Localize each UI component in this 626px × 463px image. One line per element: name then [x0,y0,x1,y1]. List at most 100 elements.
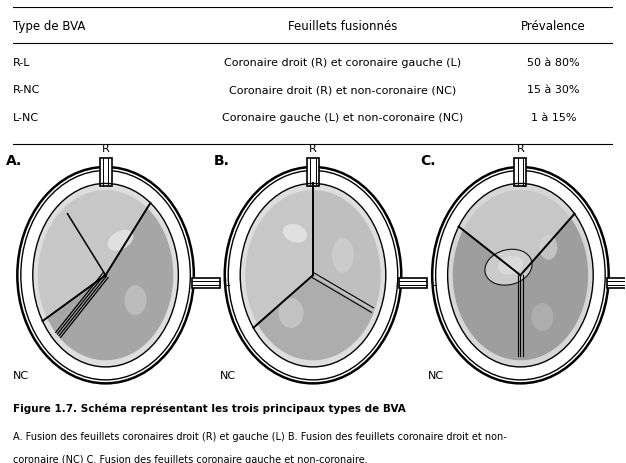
Ellipse shape [95,263,116,288]
Ellipse shape [108,230,133,250]
Ellipse shape [332,238,354,273]
Ellipse shape [490,237,551,314]
Ellipse shape [63,222,148,328]
Ellipse shape [283,224,307,243]
Text: Coronaire gauche (L) et non-coronaire (NC): Coronaire gauche (L) et non-coronaire (N… [222,113,464,123]
Polygon shape [313,191,380,311]
Ellipse shape [98,266,113,284]
Ellipse shape [519,273,522,277]
Ellipse shape [513,266,528,284]
Ellipse shape [249,194,377,356]
Ellipse shape [52,207,160,343]
Text: A.: A. [6,154,22,168]
Ellipse shape [61,218,151,332]
Ellipse shape [242,185,384,365]
Ellipse shape [84,248,128,303]
Text: L: L [431,278,438,288]
Ellipse shape [72,233,139,317]
Ellipse shape [255,202,371,349]
Text: Type de BVA: Type de BVA [13,20,85,33]
Ellipse shape [498,248,542,303]
Ellipse shape [271,222,355,328]
Ellipse shape [97,264,115,286]
Ellipse shape [279,298,304,328]
Text: coronaire (NC) C. Fusion des feuillets coronaire gauche et non-coronaire.: coronaire (NC) C. Fusion des feuillets c… [13,455,367,463]
Ellipse shape [287,242,339,308]
Ellipse shape [247,193,379,358]
Ellipse shape [93,259,119,292]
Ellipse shape [480,224,561,326]
Ellipse shape [245,189,381,362]
Ellipse shape [470,211,572,339]
Ellipse shape [71,231,140,319]
Text: Coronaire droit (R) et non-coronaire (NC): Coronaire droit (R) et non-coronaire (NC… [229,85,457,95]
Text: R: R [101,144,110,154]
Ellipse shape [258,206,368,345]
Text: C.: C. [421,154,436,168]
Ellipse shape [269,220,357,330]
Ellipse shape [488,235,553,315]
Text: B.: B. [213,154,229,168]
Ellipse shape [465,206,576,345]
Ellipse shape [274,225,352,325]
Ellipse shape [101,269,110,281]
Ellipse shape [104,273,107,277]
Bar [515,158,526,186]
Ellipse shape [478,222,563,328]
Ellipse shape [309,269,317,281]
Text: R: R [516,144,525,154]
Ellipse shape [75,237,136,314]
Ellipse shape [485,249,532,285]
Ellipse shape [471,213,570,338]
Ellipse shape [254,200,372,350]
Bar [192,278,220,288]
Ellipse shape [21,170,190,380]
Ellipse shape [54,211,156,339]
Ellipse shape [250,196,376,354]
Text: 50 à 80%: 50 à 80% [527,57,580,68]
Ellipse shape [449,185,592,365]
Ellipse shape [243,187,383,363]
Ellipse shape [310,271,316,279]
Ellipse shape [518,271,523,279]
Ellipse shape [280,233,346,317]
Ellipse shape [100,268,111,282]
Ellipse shape [53,209,158,341]
Ellipse shape [39,191,173,360]
Ellipse shape [78,240,133,310]
Polygon shape [258,275,374,360]
Ellipse shape [301,261,325,290]
Ellipse shape [256,204,370,347]
Ellipse shape [455,193,586,358]
Ellipse shape [503,253,538,297]
Ellipse shape [125,285,146,315]
Ellipse shape [303,263,323,288]
Text: A. Fusion des feuillets coronaires droit (R) et gauche (L) B. Fusion des feuille: A. Fusion des feuillets coronaires droit… [13,432,506,442]
Ellipse shape [531,303,553,331]
Text: R-NC: R-NC [13,85,40,95]
Bar [100,158,111,186]
Ellipse shape [58,215,153,336]
Ellipse shape [458,196,583,354]
Ellipse shape [33,183,178,367]
Ellipse shape [459,198,582,352]
Ellipse shape [264,213,362,338]
Ellipse shape [43,196,168,354]
Ellipse shape [304,264,322,286]
Text: L: L [224,278,230,288]
Ellipse shape [484,229,557,321]
Ellipse shape [277,229,349,321]
Ellipse shape [475,218,565,332]
Ellipse shape [73,235,138,315]
Text: NC: NC [220,371,236,382]
Ellipse shape [228,170,398,380]
Ellipse shape [81,244,130,307]
Ellipse shape [494,242,546,308]
Ellipse shape [86,251,125,299]
Ellipse shape [68,227,143,323]
Text: Prévalence: Prévalence [521,20,586,33]
Text: NC: NC [428,371,444,382]
Ellipse shape [252,198,374,352]
Ellipse shape [56,213,155,338]
Ellipse shape [452,189,589,362]
